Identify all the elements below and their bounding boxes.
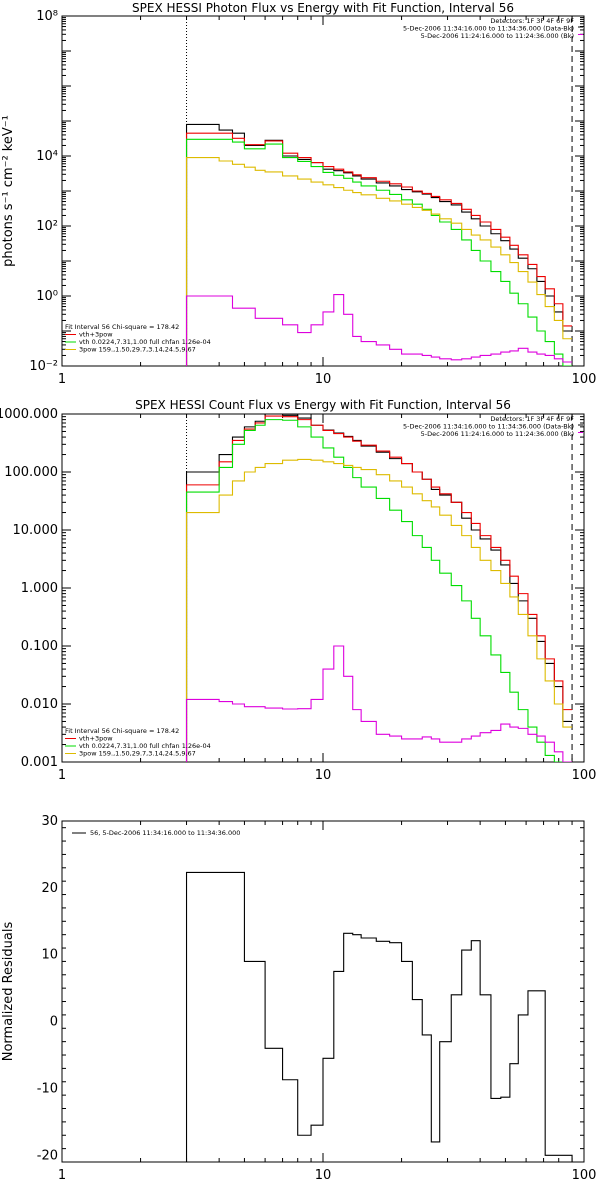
photon-legend-entry: vth+3pow [79, 331, 113, 339]
count-ytick-label: 1000.000 [0, 407, 58, 422]
count-header-line: 5-Dec-2006 11:24:16.000 to 11:24:36.000 … [421, 430, 574, 438]
count-header-line: 5-Dec-2006 11:34:16.000 to 11:34:36.000 … [403, 423, 574, 431]
count-legend-entry: Fit Interval 56 Chi-square = 178.42 [65, 727, 179, 735]
photon-title: SPEX HESSI Photon Flux vs Energy with Fi… [132, 1, 514, 15]
count-ytick-label: 100.000 [4, 465, 58, 480]
count-series-data-bk [185, 414, 573, 762]
photon-ytick-label: 10⁻² [29, 359, 58, 374]
photon-xtick-label: 10 [315, 372, 332, 387]
count-legend-entry: vth 0.0224,7.31,1.00 full chfan 1.26e-04 [79, 742, 211, 750]
count-series-3pow [185, 458, 573, 762]
count-ytick-label: 10.000 [13, 523, 59, 538]
photon-header-line: 5-Dec-2006 11:34:16.000 to 11:34:36.000 … [403, 25, 574, 33]
count-title: SPEX HESSI Count Flux vs Energy with Fit… [135, 398, 511, 412]
photon-ylabel: photons s⁻¹ cm⁻² keV⁻¹ [1, 115, 16, 267]
count-panel: 1 10 100 0.001 0.010 0.100 1.000 10.000 100.000 1… [0, 398, 596, 783]
count-legend-entry: vth+3pow [79, 735, 113, 743]
count-ytick-label: 0.010 [21, 697, 58, 712]
count-series-vth [185, 419, 573, 762]
photon-ytick-label: 10⁴ [36, 149, 58, 164]
count-ytick-label: 0.001 [21, 755, 58, 770]
count-ytick-label: 1.000 [21, 581, 58, 596]
photon-ytick-label: 10² [36, 219, 58, 234]
photon-series-bk [185, 294, 573, 366]
count-header-line: Detectors: 1F 3F 4F 6F 9F [490, 415, 574, 423]
residuals-panel: 1 10 100 -20 -10 0 10 20 30 Normalized Residuals 5… [1, 814, 596, 1183]
photon-series-3pow [185, 157, 573, 366]
photon-xtick-label: 100 [572, 372, 597, 387]
photon-legend-entry: Fit Interval 56 Chi-square = 178.42 [65, 323, 179, 331]
residuals-ytick-label: 30 [41, 814, 58, 829]
residuals-legend-entry: 56, 5-Dec-2006 11:34:16.000 to 11:34:36.… [90, 829, 240, 837]
residuals-ytick-label: 20 [41, 881, 58, 896]
photon-legend-entry: 3pow 159.,1.50,29.7,3.14,24.5,9.67 [79, 346, 196, 354]
count-xtick-label: 100 [572, 768, 597, 783]
residuals-xtick-label: 1 [58, 1168, 66, 1183]
photon-series-vth [185, 138, 573, 366]
residuals-ytick-label: -20 [37, 1148, 58, 1163]
residuals-xtick-label: 10 [315, 1168, 332, 1183]
photon-header-line: 5-Dec-2006 11:24:16.000 to 11:24:36.000 … [421, 32, 574, 40]
photon-series-vth-3pow [185, 132, 573, 366]
photon-ytick-label: 10⁸ [36, 9, 58, 24]
count-xtick-label: 1 [58, 768, 66, 783]
photon-xtick-label: 1 [58, 372, 66, 387]
photon-legend-entry: vth 0.0224,7.31,1.00 full chfan 1.26e-04 [79, 338, 211, 346]
count-xtick-label: 10 [315, 768, 332, 783]
count-series-vth-3pow [185, 415, 573, 762]
count-axes-frame [61, 413, 585, 763]
residuals-xtick-label: 100 [572, 1168, 597, 1183]
residuals-ylabel: Normalized Residuals [1, 922, 16, 1062]
photon-panel: 1 10 100 10⁻² 10⁰ 10² 10⁴ 10⁸ SPEX HESSI Photon … [1, 1, 596, 387]
photon-header-line: Detectors: 1F 3F 4F 6F 9F [490, 17, 574, 25]
count-legend-entry: 3pow 159.,1.50,29.7,3.14,24.5,9.67 [79, 750, 196, 758]
residuals-ytick-label: 0 [50, 1015, 58, 1030]
count-ytick-label: 0.100 [21, 639, 58, 654]
photon-ytick-label: 10⁰ [36, 289, 58, 304]
residuals-ytick-label: 10 [41, 948, 58, 963]
residuals-ytick-label: -10 [37, 1081, 58, 1096]
residuals-series-56 [185, 871, 573, 1162]
count-series-bk [185, 645, 573, 762]
